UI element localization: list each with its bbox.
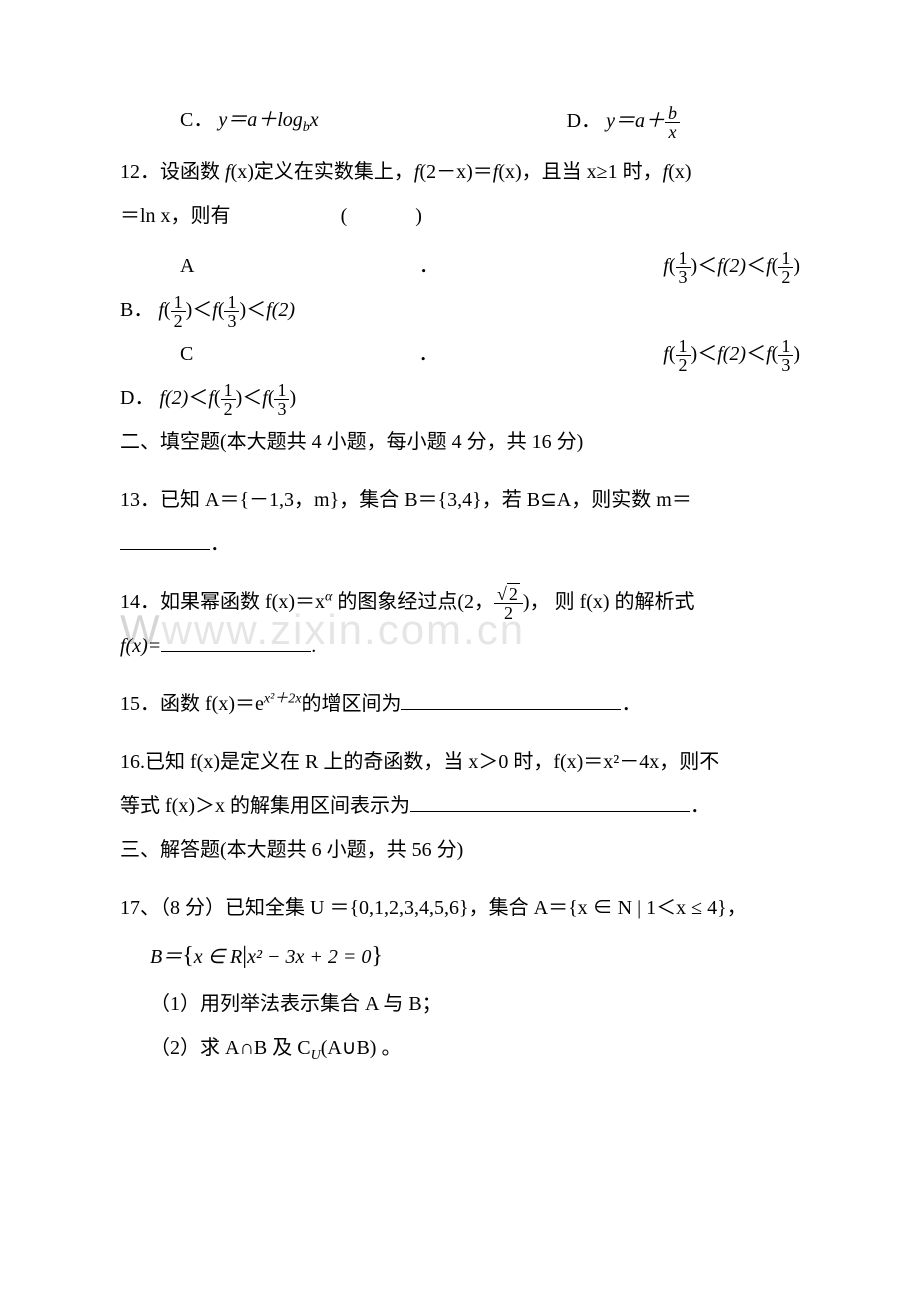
q11-options-cd: C． y＝a＋logbx D． y＝a＋bx [120,100,680,142]
q17-part1: （1）用列举法表示集合 A 与 B； [120,984,800,1024]
q16-line2: 等式 f(x)＞x 的解集用区间表示为． [120,786,800,826]
q12-opt-c-dot: ． [418,334,438,374]
q16-line1: 16.已知 f(x)是定义在 R 上的奇函数，当 x＞0 时，f(x)＝x²－4… [120,742,800,782]
q17-line2: B＝{x ∈ R|x² − 3x + 2 = 0} [120,932,800,980]
section-3-heading: 三、解答题(本大题共 6 小题，共 56 分) [120,830,800,870]
q12-opt-b: B． f(12)＜f(13)＜f(2) [120,290,800,330]
q13-line2: ． [120,524,800,564]
q12-stem-line1: 12．设函数 f(x)定义在实数集上，f(2－x)＝f(x)，且当 x≥1 时，… [120,152,800,192]
q11-opt-c: C． y＝a＋logbx [180,100,319,142]
q12-stem-line2: ＝ln x，则有 ( ) [120,196,800,236]
q13-line1: 13．已知 A＝{－1,3，m}，集合 B＝{3,4}，若 B⊆A，则实数 m＝ [120,480,800,520]
section-2-heading: 二、填空题(本大题共 4 小题，每小题 4 分，共 16 分) [120,422,800,462]
q12-opt-c-expr: f(12)＜f(2)＜f(13) [663,334,800,374]
q17-line1: 17、（8 分）已知全集 U ＝{0,1,2,3,4,5,6}，集合 A＝{x … [120,888,800,928]
q12-paren: ( ) [341,205,446,227]
q17-part2: （2）求 A∩B 及 CU(A∪B) 。 [120,1028,800,1070]
q12-opt-a-dot: ． [419,246,439,286]
q14-line2: f(x)=. [120,626,800,666]
q12-opt-c: C ． f(12)＜f(2)＜f(13) [120,334,800,374]
q15-line: 15．函数 f(x)＝ex²＋2x的增区间为． [120,684,800,724]
q12-opt-c-label: C [180,334,193,374]
q11-opt-d: D． y＝a＋bx [567,101,680,141]
q12-opt-a-label: A [180,246,194,286]
q16-blank [410,788,690,812]
q12-opt-a-expr: f(13)＜f(2)＜f(12) [663,246,800,286]
q12-opt-a: A ． f(13)＜f(2)＜f(12) [120,246,800,286]
q15-blank [401,686,621,710]
q14-blank [161,628,311,652]
q13-blank [120,526,210,550]
q12-opt-d: D． f(2)＜f(12)＜f(13) [120,378,800,418]
q14-line1: 14．如果幂函数 f(x)＝xα 的图象经过点(2，22)， 则 f(x) 的解… [120,582,800,622]
